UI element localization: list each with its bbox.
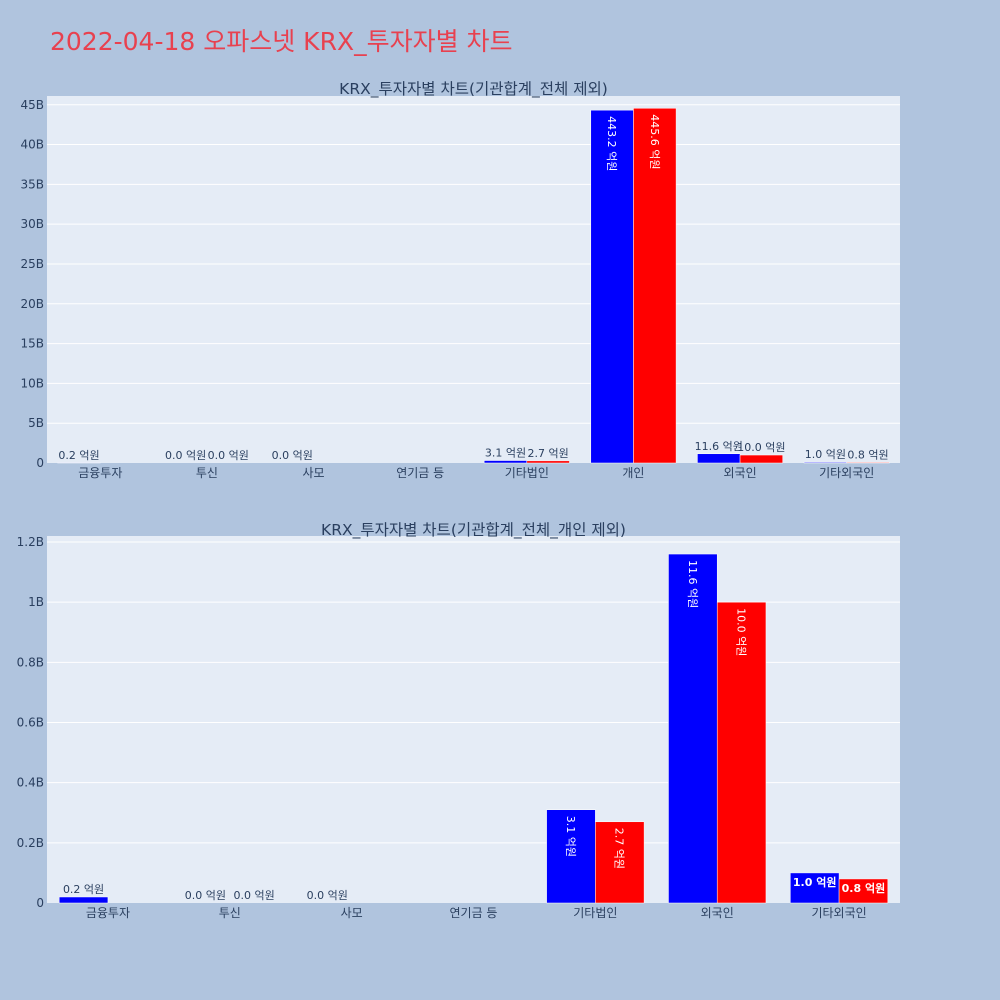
data-label: 0.0 억원 [234, 889, 275, 902]
x-tick-label: 연기금 등 [450, 906, 498, 920]
data-label: 0.0 억원 [208, 449, 249, 462]
data-label: 445.6 억원 [648, 114, 661, 169]
y-tick-label: 0 [36, 456, 44, 470]
bar [633, 108, 677, 464]
x-tick-label: 기타외국인 [811, 906, 866, 920]
plot-area [47, 536, 900, 903]
bar [590, 109, 634, 464]
x-tick-label: 금융투자 [78, 466, 122, 480]
data-label: 0.2 억원 [63, 883, 104, 896]
data-label: 0.0 억원 [272, 449, 313, 462]
y-tick-label: 35B [20, 177, 44, 191]
y-tick-label: 1.2B [17, 535, 44, 549]
chart-title: KRX_투자자별 차트(기관합계_전체 제외) [339, 80, 608, 99]
x-tick-label: 기타법인 [573, 906, 617, 920]
bar [668, 553, 718, 904]
data-label: 0.0 억원 [165, 449, 206, 462]
y-tick-label: 40B [20, 138, 44, 152]
data-label: 0.2 억원 [58, 449, 99, 462]
y-tick-label: 45B [20, 98, 44, 112]
data-label: 1.0 억원 [805, 448, 846, 461]
data-label: 2.7 억원 [613, 828, 626, 869]
y-tick-label: 30B [20, 217, 44, 231]
y-tick-label: 0.4B [17, 776, 44, 790]
bar [838, 878, 889, 904]
data-label: 11.6 억원 [695, 440, 743, 453]
x-tick-label: 투신 [219, 906, 241, 920]
data-label: 3.1 억원 [564, 816, 577, 857]
y-tick-label: 20B [20, 297, 44, 311]
x-tick-label: 투신 [196, 466, 218, 480]
y-tick-label: 1B [28, 595, 44, 609]
data-label: 11.6 억원 [686, 560, 699, 608]
x-tick-label: 외국인 [701, 906, 734, 920]
data-label: 2.7 억원 [528, 447, 569, 460]
y-tick-label: 0.6B [17, 716, 44, 730]
x-tick-label: 금융투자 [86, 906, 130, 920]
data-label: 10.0 억원 [735, 608, 748, 656]
bar [739, 454, 783, 464]
x-tick-label: 사모 [303, 466, 325, 480]
bar [58, 896, 109, 904]
data-label: 3.1 억원 [485, 447, 526, 460]
y-tick-label: 15B [20, 337, 44, 351]
data-label: 0.8 억원 [847, 448, 888, 461]
plot-area [47, 96, 900, 463]
bar [595, 821, 645, 904]
data-label: 443.2 억원 [605, 116, 618, 171]
y-tick-label: 5B [28, 416, 44, 430]
data-label: 1.0 억원 [793, 875, 837, 889]
y-tick-label: 0 [36, 896, 44, 910]
x-tick-label: 기타외국인 [819, 466, 874, 480]
chart-title: KRX_투자자별 차트(기관합계_전체_개인 제외) [321, 521, 626, 540]
y-tick-label: 10B [20, 376, 44, 390]
x-tick-label: 기타법인 [505, 466, 549, 480]
x-tick-label: 사모 [341, 906, 363, 920]
x-tick-label: 연기금 등 [396, 466, 444, 480]
y-tick-label: 25B [20, 257, 44, 271]
x-tick-label: 개인 [622, 466, 644, 480]
data-label: 0.0 억원 [307, 889, 348, 902]
data-label: 0.0 억원 [185, 889, 226, 902]
y-tick-label: 0.8B [17, 655, 44, 669]
bar [546, 809, 596, 904]
bar [790, 872, 840, 904]
data-label: 0.8 억원 [842, 881, 886, 895]
chart-investor-all: 0 5B 10B 15B 20B 25B 30B 35B 40B 45B KRX_투자자별 차트(기… [20, 80, 900, 480]
x-tick-label: 외국인 [724, 466, 757, 480]
bar [716, 601, 767, 904]
data-label: 10.0 억원 [737, 441, 785, 454]
bar [846, 462, 890, 464]
bar [526, 460, 570, 464]
page-title: 2022-04-18 오파스넷 KRX_투자자별 차트 [50, 27, 513, 56]
y-tick-label: 0.2B [17, 836, 44, 850]
